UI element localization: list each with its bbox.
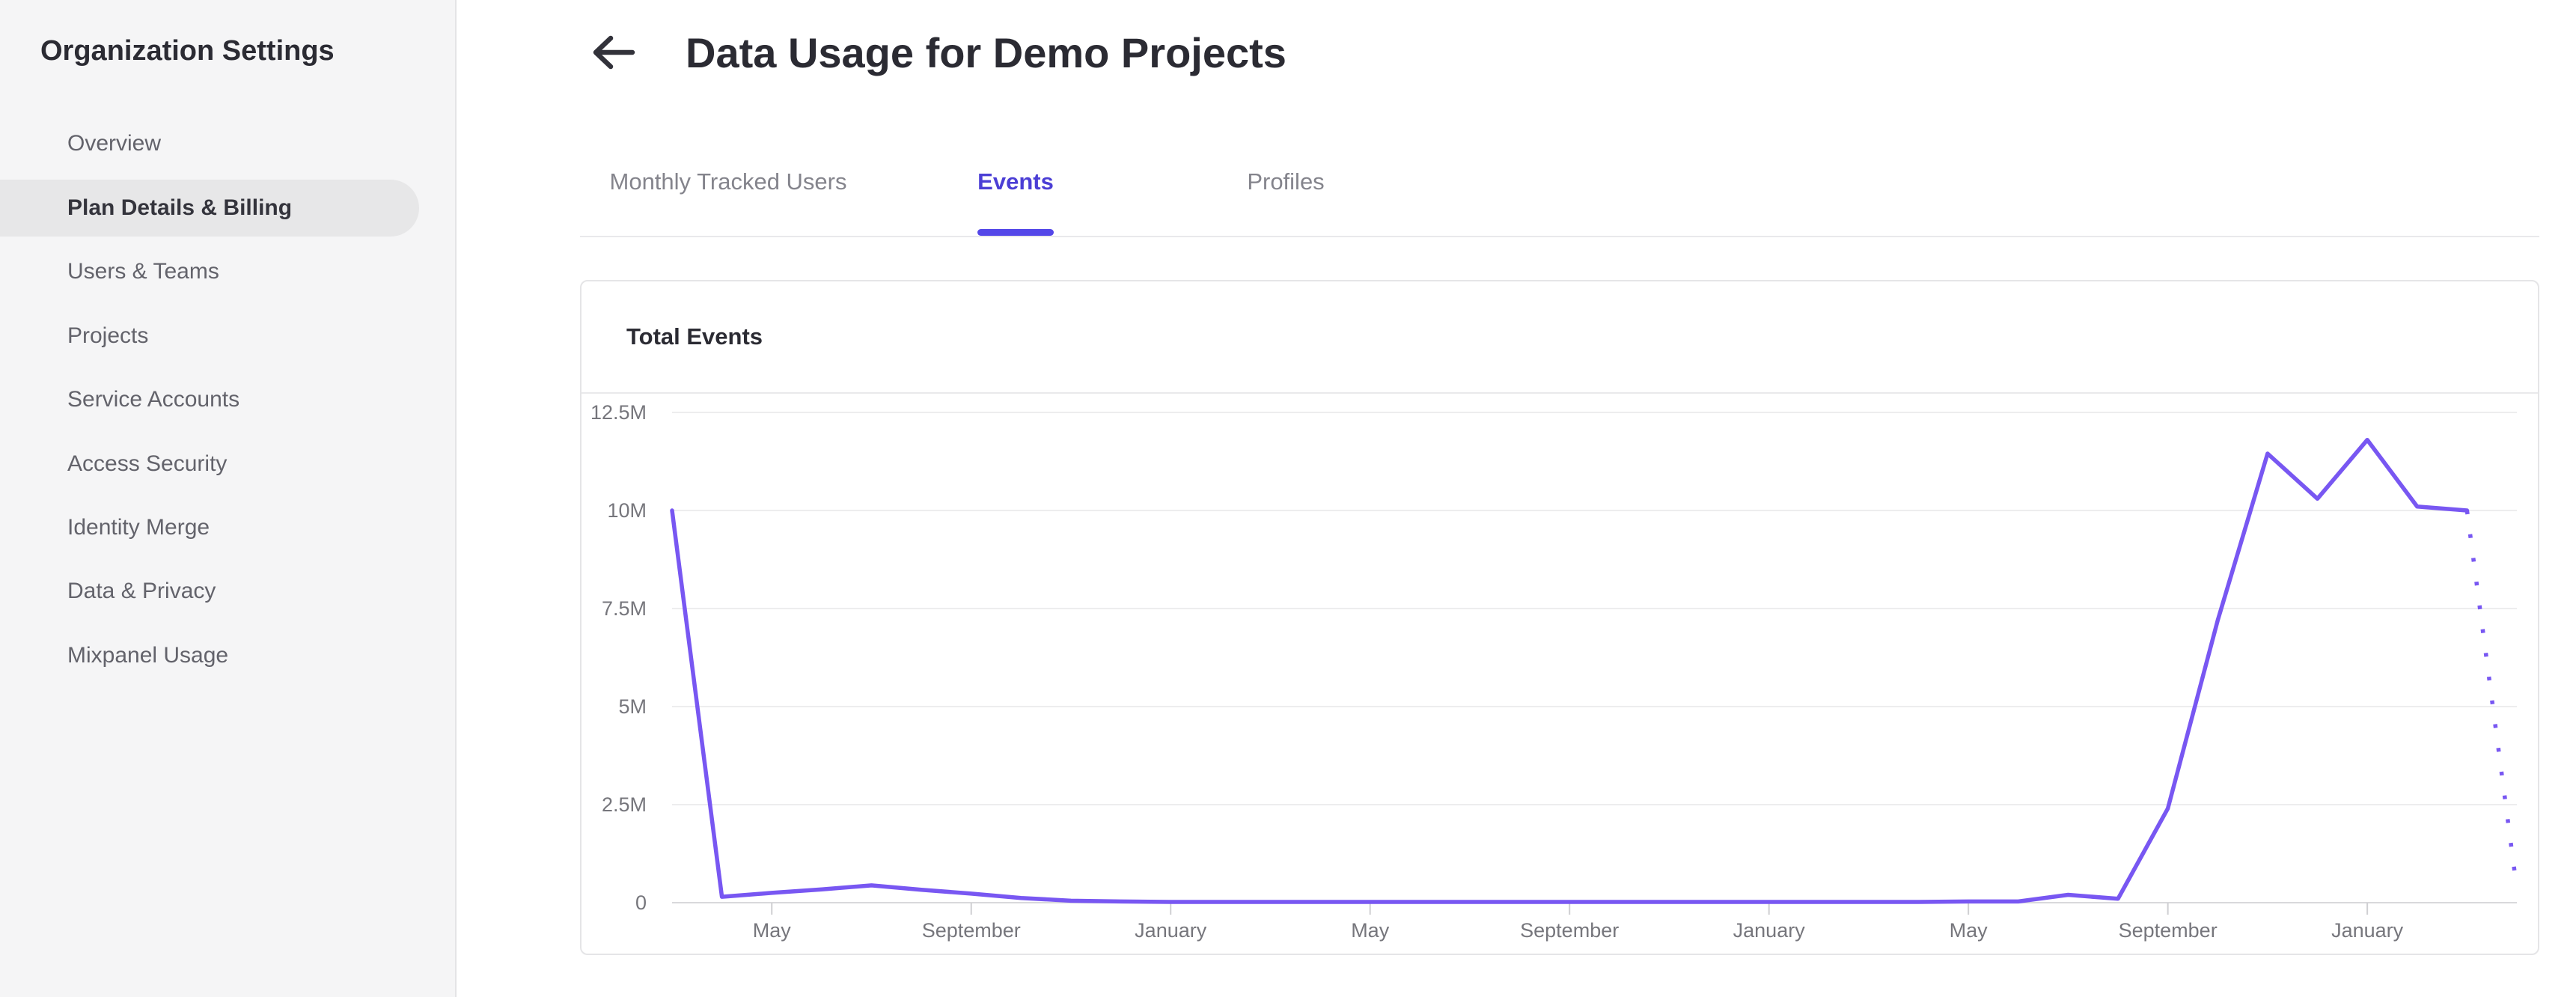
x-axis-tick-label: May bbox=[1351, 919, 1390, 942]
tab-monthly-tracked-users[interactable]: Monthly Tracked Users bbox=[609, 168, 847, 195]
tab-events[interactable]: Events bbox=[977, 168, 1054, 195]
tabs-bottom-border bbox=[580, 236, 2539, 237]
sidebar-item-access-security[interactable]: Access Security bbox=[67, 451, 228, 476]
y-axis-tick-label: 5M bbox=[618, 695, 647, 718]
chart-line bbox=[670, 437, 2470, 904]
arrow-left-icon bbox=[590, 34, 637, 71]
x-axis-tick-label: September bbox=[2119, 919, 2218, 942]
events-chart-area[interactable]: 0 2.5M 5M 7.5M 10M 12.5M May September January Ma… bbox=[582, 394, 2538, 952]
sidebar-item-users-teams[interactable]: Users & Teams bbox=[67, 259, 219, 284]
chart-title: Total Events bbox=[626, 323, 763, 350]
x-axis-tick-label: January bbox=[2331, 919, 2404, 942]
sidebar-title: Organization Settings bbox=[40, 35, 335, 67]
sidebar-item-plan-details-billing[interactable]: Plan Details & Billing bbox=[0, 180, 419, 237]
x-axis-tick-label: September bbox=[922, 919, 1021, 942]
active-tab-indicator bbox=[977, 229, 1054, 236]
sidebar-item-identity-merge[interactable]: Identity Merge bbox=[67, 515, 210, 540]
x-axis-tick-label: May bbox=[1950, 919, 1989, 942]
card-header-divider bbox=[582, 392, 2538, 394]
back-button[interactable] bbox=[585, 25, 642, 79]
total-events-card: Total Events 0 2.5M 5M 7.5M 10M 12.5M May Septe… bbox=[580, 280, 2539, 955]
x-axis-tick-label: September bbox=[1520, 919, 1619, 942]
y-axis-tick-label: 12.5M bbox=[590, 401, 647, 424]
events-chart: 0 2.5M 5M 7.5M 10M 12.5M May September January Ma… bbox=[590, 401, 2519, 942]
x-axis-tick-label: January bbox=[1135, 919, 1207, 942]
x-axis-tick-label: January bbox=[1733, 919, 1806, 942]
x-axis-tick-label: May bbox=[753, 919, 792, 942]
y-axis-tick-label: 0 bbox=[635, 891, 647, 914]
sidebar-item-projects[interactable]: Projects bbox=[67, 323, 149, 348]
chart-projected-line bbox=[2464, 510, 2519, 890]
sidebar-item-service-accounts[interactable]: Service Accounts bbox=[67, 387, 240, 412]
sidebar-item-overview[interactable]: Overview bbox=[67, 131, 162, 156]
sidebar-item-data-privacy[interactable]: Data & Privacy bbox=[67, 579, 216, 603]
y-axis-tick-label: 2.5M bbox=[602, 793, 647, 816]
organization-settings-sidebar: Organization Settings Overview Plan Deta… bbox=[0, 0, 457, 997]
y-axis-tick-label: 10M bbox=[607, 499, 647, 522]
y-axis-tick-label: 7.5M bbox=[602, 597, 647, 620]
page-title: Data Usage for Demo Projects bbox=[686, 29, 1287, 76]
sidebar-item-mixpanel-usage[interactable]: Mixpanel Usage bbox=[67, 643, 229, 668]
tab-profiles[interactable]: Profiles bbox=[1247, 168, 1325, 195]
